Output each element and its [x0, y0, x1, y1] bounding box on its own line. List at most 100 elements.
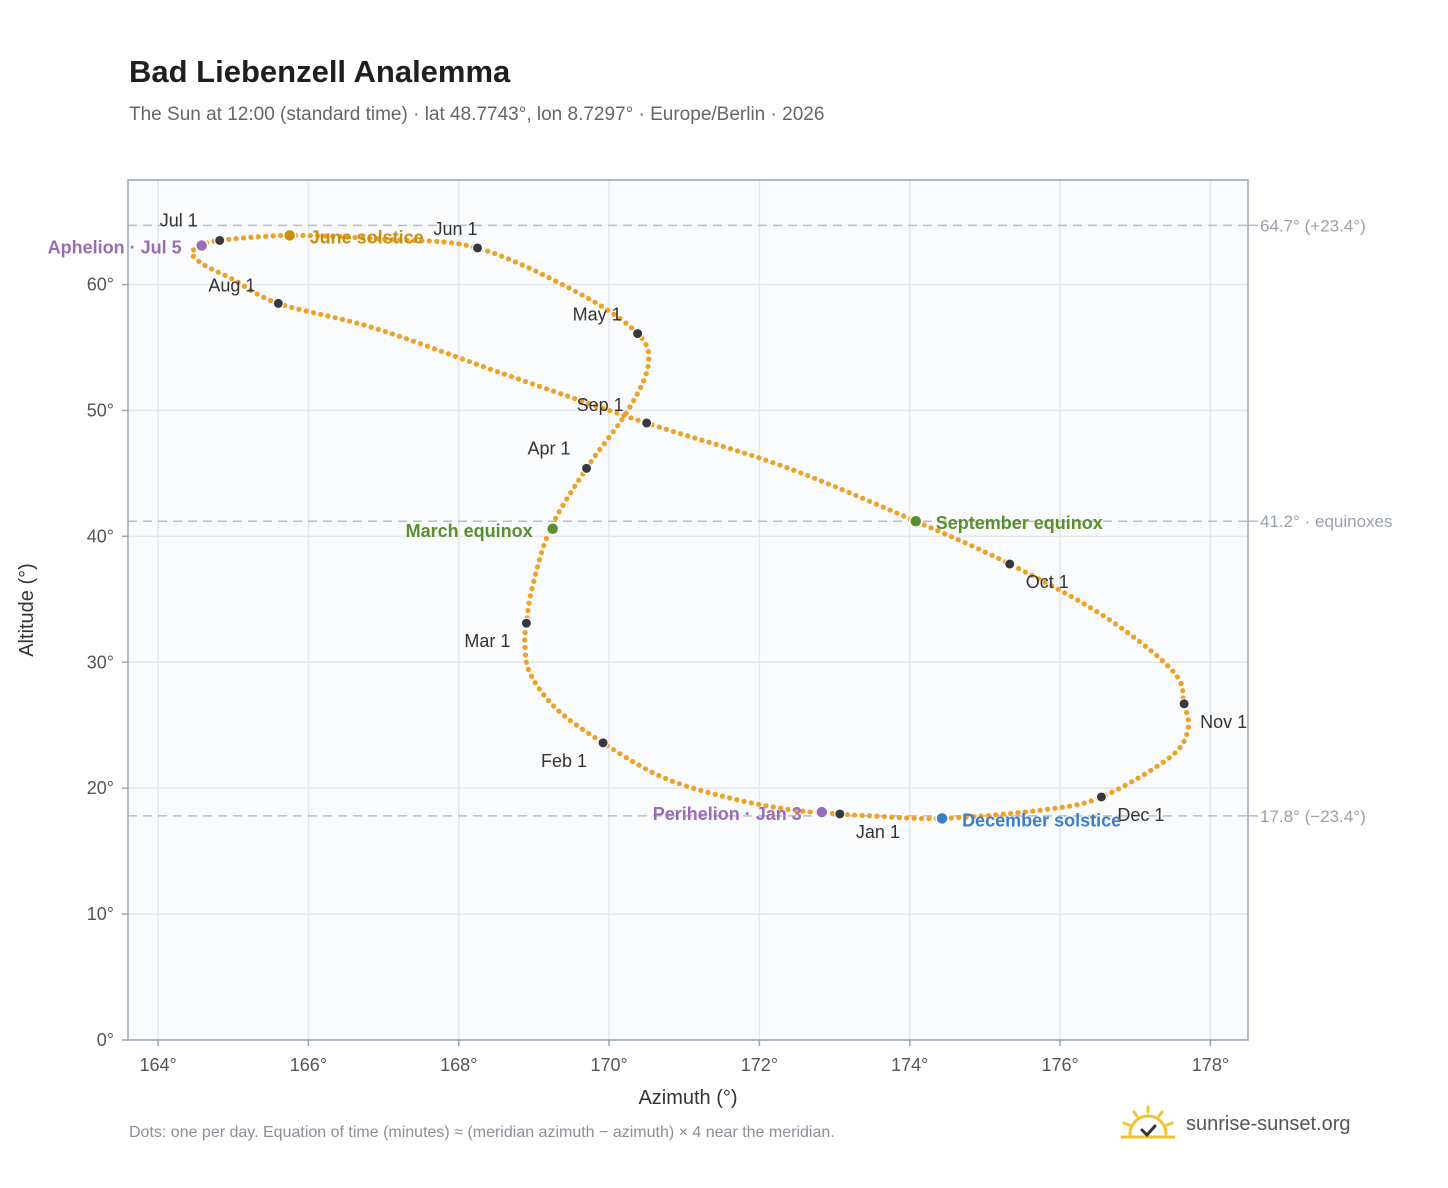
daily-dot: [777, 462, 783, 468]
daily-dot: [558, 391, 564, 397]
daily-dot: [438, 348, 445, 354]
daily-dot: [196, 258, 202, 264]
daily-dot: [748, 800, 754, 806]
reference-lines: 64.7° (+23.4°) 41.2° · equinoxes 17.8° (−2…: [128, 216, 1393, 826]
daily-dot: [506, 256, 512, 262]
daily-dot: [229, 276, 235, 282]
daily-dot: [533, 268, 539, 274]
daily-dot: [396, 333, 403, 339]
daily-dot: [1106, 617, 1112, 623]
daily-dot: [1100, 613, 1106, 619]
daily-dot: [588, 458, 594, 465]
daily-dot: [1141, 771, 1148, 777]
daily-dot: [887, 507, 893, 513]
daily-dot: [926, 816, 932, 822]
daily-dot: [611, 747, 617, 753]
daily-dot: [261, 294, 267, 301]
daily-dot: [880, 504, 886, 510]
daily-dot: [492, 250, 498, 257]
daily-dot: [656, 424, 662, 430]
daily-dot: [525, 666, 531, 673]
daily-dot: [642, 766, 649, 772]
daily-dot: [382, 328, 388, 335]
month-marker: [214, 234, 226, 246]
daily-dot: [487, 366, 494, 372]
x-tick-label: 172°: [741, 1055, 778, 1075]
daily-dot: [606, 435, 612, 441]
daily-dot: [191, 247, 197, 253]
daily-dot: [778, 805, 784, 811]
daily-dot: [605, 307, 611, 313]
daily-dot: [1022, 569, 1028, 575]
daily-dot: [1185, 724, 1192, 730]
axis-ticks: 164° 166° 168° 170° 172° 174° 176° 178° 0° 10° 20°…: [87, 275, 1229, 1075]
event-label: June solstice: [310, 227, 424, 247]
x-tick-label: 178°: [1192, 1055, 1229, 1075]
daily-dot: [556, 708, 562, 714]
daily-dot: [1160, 759, 1166, 765]
daily-dot: [562, 713, 568, 719]
daily-dot: [318, 311, 324, 317]
daily-dot: [585, 295, 592, 302]
daily-dot: [993, 812, 999, 818]
daily-dot: [1131, 634, 1137, 640]
reference-label: 64.7° (+23.4°): [1260, 216, 1366, 235]
daily-dot: [541, 542, 547, 549]
daily-dot: [800, 808, 806, 814]
month-marker: [834, 808, 846, 820]
daily-dot: [550, 703, 557, 709]
daily-dot: [532, 571, 539, 577]
daily-dot: [241, 283, 248, 289]
daily-dot: [565, 393, 571, 399]
month-marker: [272, 297, 284, 309]
daily-dot: [296, 306, 302, 312]
daily-dot: [527, 593, 533, 599]
daily-dot: [1088, 798, 1094, 804]
daily-dot: [1122, 782, 1128, 789]
daily-dot: [396, 237, 403, 243]
daily-dot: [1049, 583, 1055, 589]
daily-dot: [866, 498, 873, 504]
daily-dot: [628, 325, 635, 331]
daily-dot: [459, 356, 466, 362]
daily-dot: [532, 680, 538, 686]
daily-dot: [546, 275, 552, 281]
analemma-path: [190, 232, 1192, 822]
daily-dot: [614, 410, 620, 416]
daily-dot: [1008, 810, 1014, 817]
daily-dot: [706, 439, 712, 445]
brand-name: sunrise-sunset.org: [1186, 1112, 1351, 1135]
daily-dot: [344, 234, 351, 240]
daily-dot: [448, 240, 455, 246]
brand[interactable]: sunrise-sunset.org: [1120, 1100, 1351, 1148]
daily-dot: [1136, 638, 1143, 645]
daily-dot: [832, 484, 838, 490]
daily-dot: [1181, 738, 1187, 744]
daily-dot: [643, 371, 649, 377]
daily-dot: [586, 400, 592, 407]
daily-dot: [1075, 597, 1081, 603]
month-label: Mar 1: [464, 631, 510, 651]
daily-dot: [844, 811, 850, 818]
daily-dot: [572, 395, 578, 402]
daily-dot: [310, 310, 317, 316]
daily-dot: [1081, 601, 1087, 607]
x-tick-label: 176°: [1041, 1055, 1078, 1075]
daily-dot: [634, 391, 640, 397]
x-tick-label: 166°: [290, 1055, 327, 1075]
daily-dot: [763, 803, 769, 809]
daily-dot: [812, 475, 818, 481]
daily-dot: [683, 783, 690, 789]
daily-dot: [734, 448, 741, 454]
daily-dot: [1165, 663, 1171, 669]
daily-dot: [638, 384, 644, 391]
daily-dot: [254, 291, 260, 297]
month-label: Feb 1: [541, 751, 587, 771]
daily-dot: [303, 308, 309, 314]
daily-dot: [720, 443, 726, 450]
daily-dot: [1174, 674, 1181, 680]
daily-dot: [894, 510, 900, 516]
daily-dot: [522, 630, 528, 636]
daily-dot: [918, 815, 925, 822]
